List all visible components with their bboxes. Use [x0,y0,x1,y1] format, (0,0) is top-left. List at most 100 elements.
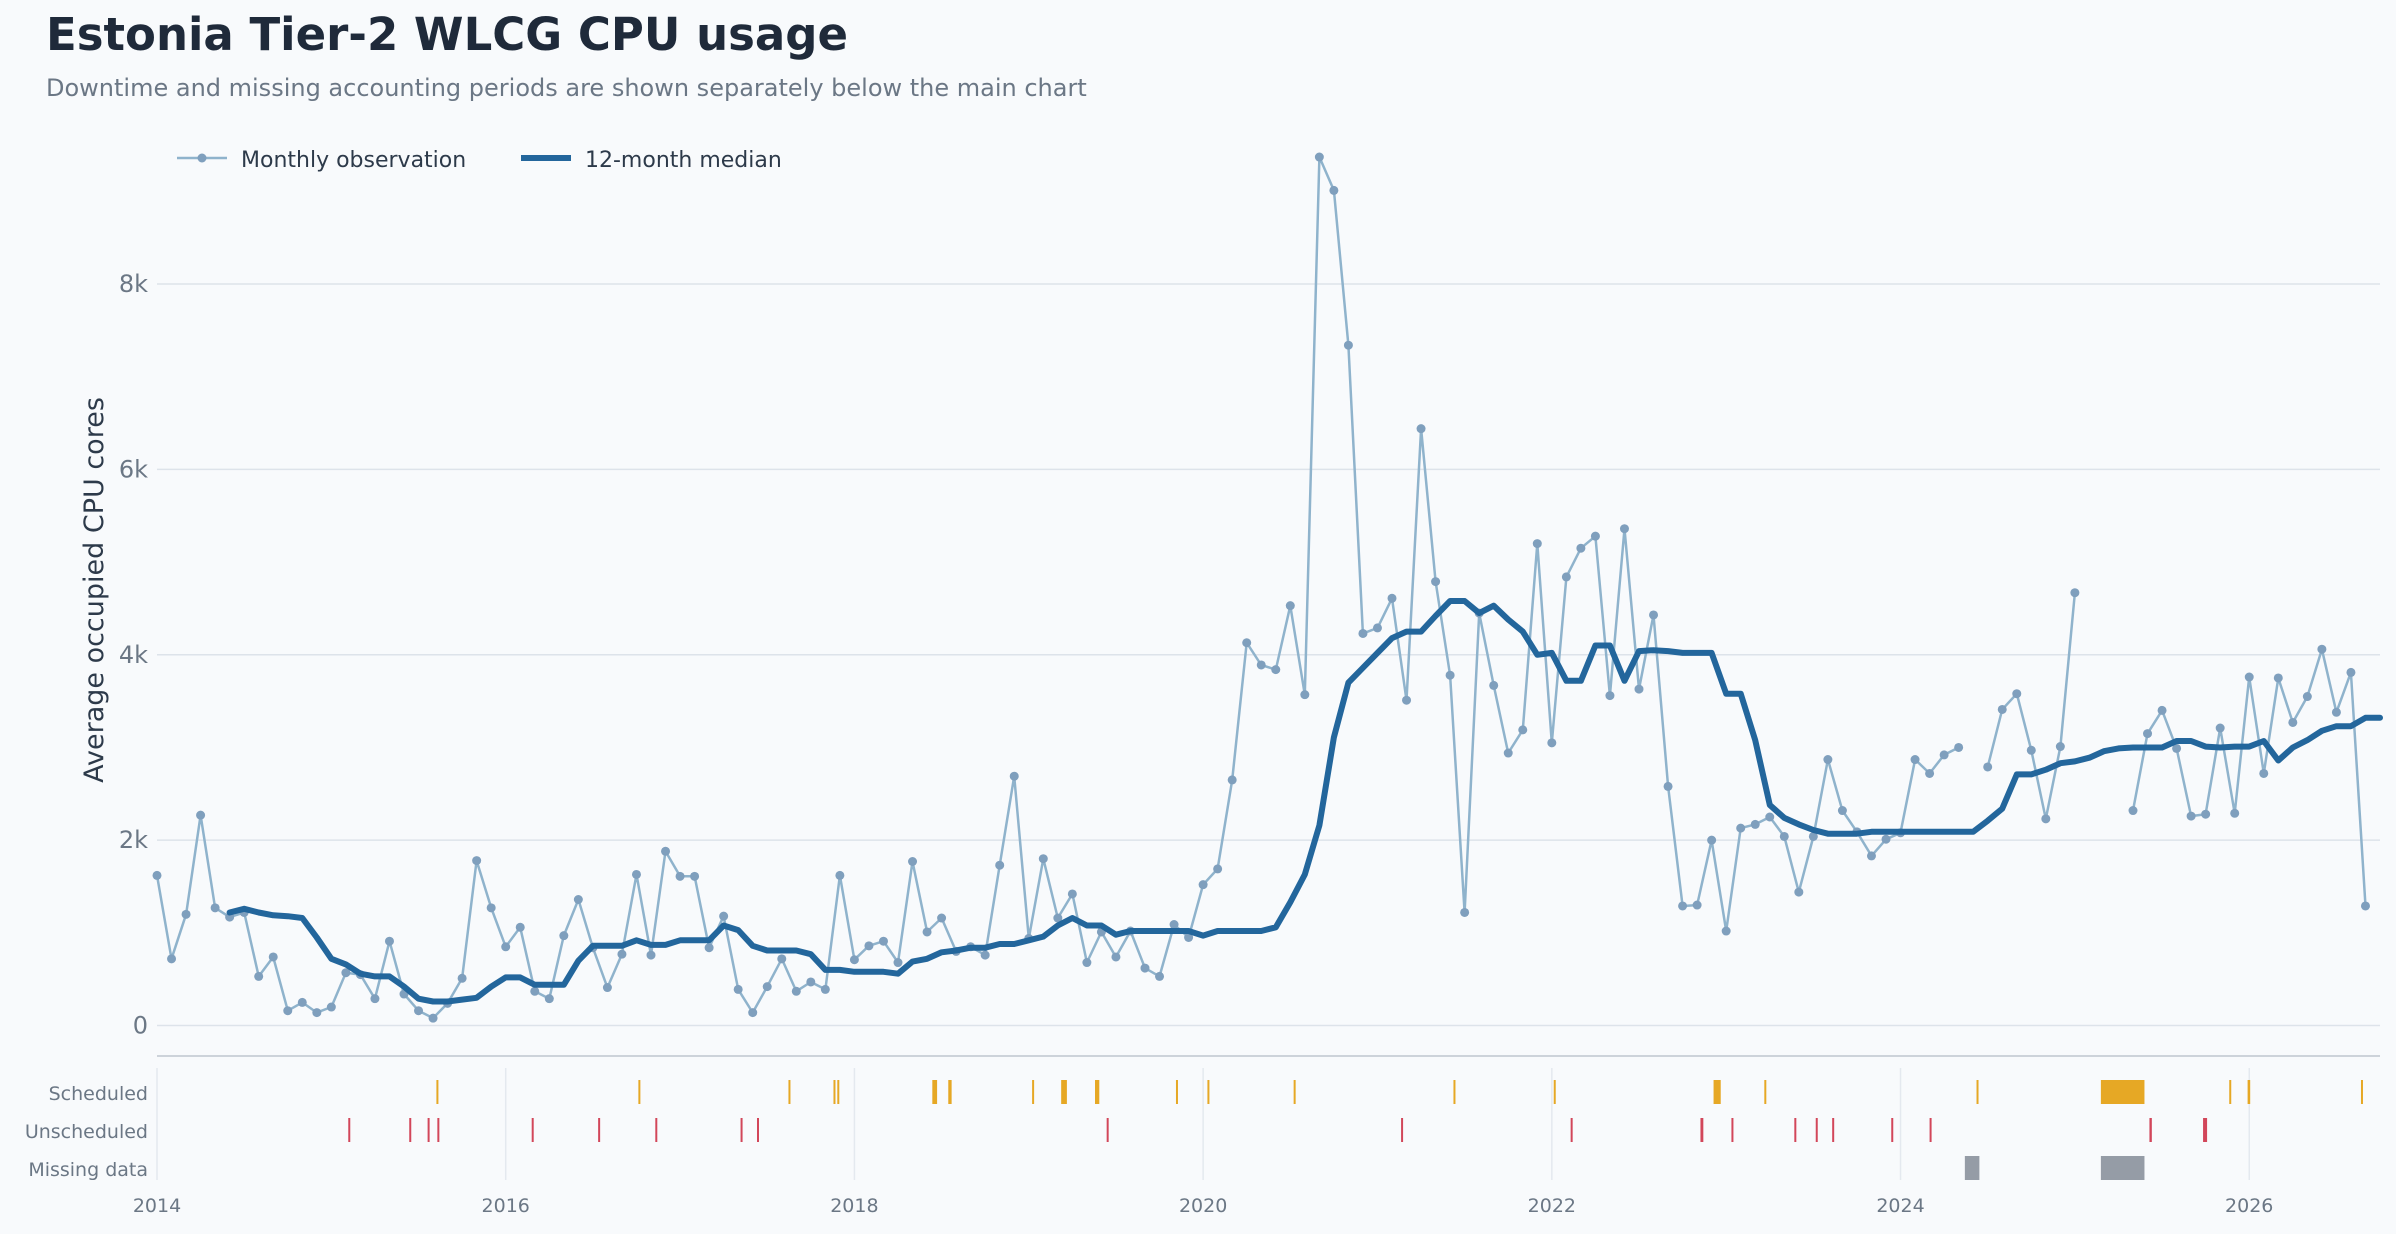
legend-median-label: 12-month median [585,148,782,173]
observation-point [806,977,816,987]
observation-point [1038,854,1048,864]
observation-point [1140,963,1150,973]
observation-point [1707,835,1717,845]
observation-point [2302,692,2312,702]
x-tick-label: 2016 [482,1195,530,1217]
observation-point [1169,920,1179,930]
downtime-row-label: Unscheduled [25,1121,148,1143]
observation-point [573,894,583,904]
observation-point [1431,577,1441,587]
observation-point [1866,851,1876,861]
unscheduled-downtime-mark [1570,1118,1573,1142]
scheduled-downtime-mark [833,1080,836,1104]
scheduled-downtime-mark [2100,1080,2145,1104]
observation-point [457,973,467,983]
observation-point [2215,723,2225,733]
observation-point [1750,819,1760,829]
observation-point [1663,781,1673,791]
observation-point [515,922,525,932]
scheduled-downtime-mark [788,1080,791,1104]
scheduled-downtime-mark [2247,1080,2251,1104]
observation-point [1416,424,1426,434]
observation-point [1736,823,1746,833]
observation-point [2041,814,2051,824]
observation-point [414,1006,424,1016]
scheduled-downtime-mark [1976,1080,1979,1104]
scheduled-downtime-mark [932,1080,938,1104]
observation-point [791,986,801,996]
observation-point [1649,610,1659,620]
unscheduled-downtime-mark [757,1118,760,1142]
observation-point [937,913,947,923]
observation-point [152,870,162,880]
observation-point [1765,812,1775,822]
y-tick-label: 0 [133,1012,148,1040]
unscheduled-downtime-mark [427,1118,430,1142]
x-tick-label: 2020 [1179,1195,1227,1217]
observation-point [1067,889,1077,899]
downtime-panel: Scheduled Unscheduled Missing data [25,1068,2363,1181]
observation-point [196,810,206,820]
observation-point [2346,667,2356,677]
observation-point [2273,673,2283,683]
observation-point [1387,593,1397,603]
observation-point [1997,704,2007,714]
observation-point [820,984,830,994]
observation-point [1547,738,1557,748]
observation-point [2244,672,2254,682]
observation-point [719,911,729,921]
observation-point [1634,684,1644,694]
unscheduled-downtime-mark [1731,1118,1734,1142]
observation-point [210,903,220,913]
observation-point [2360,901,2370,911]
scheduled-downtime-mark [1207,1080,1210,1104]
observation-point [1983,762,1993,772]
grid-lines [157,283,2380,1027]
observation-point [1605,691,1615,701]
observation-point [1213,864,1223,874]
observation-point [1576,543,1586,553]
x-tick-label: 2026 [2225,1195,2273,1217]
observation-point [762,982,772,992]
unscheduled-downtime-mark [2149,1118,2152,1142]
observation-point [1111,952,1121,962]
observation-point [428,1013,438,1023]
observation-point [1082,958,1092,968]
observation-point [908,856,918,866]
observation-point [2070,588,2080,598]
observation-point [1518,725,1528,735]
observation-point [748,1008,758,1018]
observation-point [1329,185,1339,195]
observation-point [1925,768,1935,778]
observation-point [1910,755,1920,765]
unscheduled-downtime-mark [1700,1118,1704,1142]
scheduled-downtime-mark [1175,1080,1178,1104]
observation-point [370,994,380,1004]
observation-point [530,986,540,996]
legend-observation-label: Monthly observation [241,148,466,173]
x-tick-label: 2018 [830,1195,878,1217]
observation-point [704,943,714,953]
observation-point [1590,531,1600,541]
observation-point [2026,745,2036,755]
chart-title: Estonia Tier-2 WLCG CPU usage [46,8,849,61]
observation-point [486,903,496,913]
unscheduled-downtime-mark [1401,1118,1404,1142]
chart-subtitle: Downtime and missing accounting periods … [46,74,1087,102]
unscheduled-downtime-mark [1815,1118,1818,1142]
legend[interactable]: Monthly observation 12-month median [177,148,782,173]
observation-point [1532,539,1542,549]
missing-downtime-mark [2100,1156,2145,1180]
scheduled-downtime-mark [1061,1080,1067,1104]
observation-point [2317,644,2327,654]
observation-point [268,952,278,962]
observation-point [922,927,932,937]
observation-point [1837,806,1847,816]
observation-point [2288,717,2298,727]
observation-point [1619,524,1629,534]
observation-point [1402,695,1412,705]
observation-point [1678,901,1688,911]
observation-point [777,954,787,964]
observation-point [1692,900,1702,910]
observation-point [995,860,1005,870]
